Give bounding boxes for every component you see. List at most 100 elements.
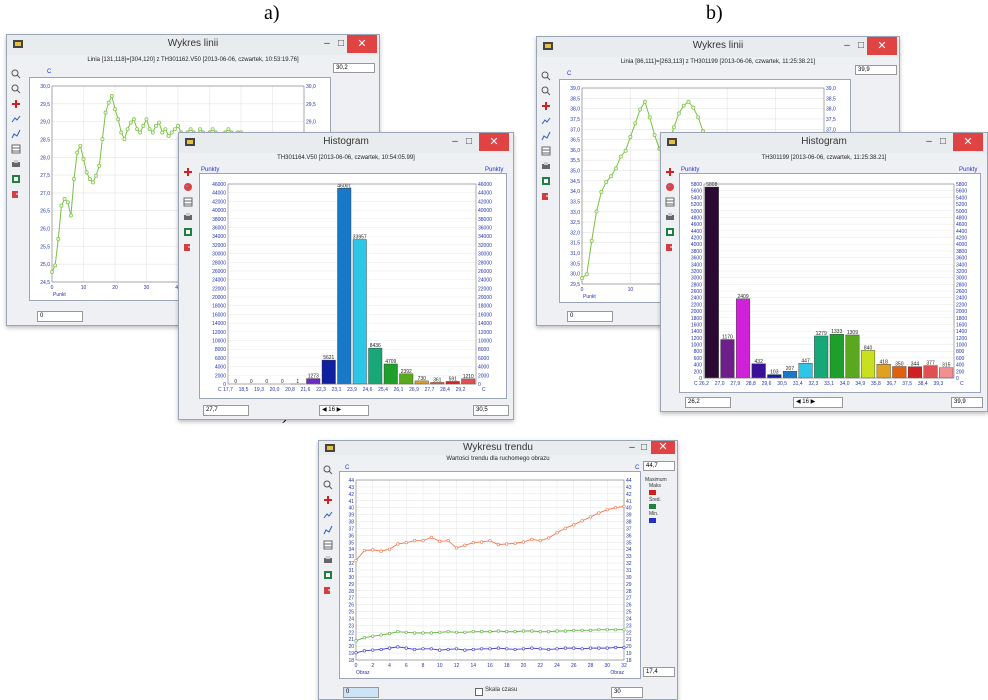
print-icon[interactable] [541,161,551,171]
maximize-button[interactable]: □ [857,40,865,51]
plot-frame [355,479,625,661]
y-tick-label: 41 [348,499,354,505]
y-tick-label: 36 [348,533,354,539]
chart-type-icon[interactable] [11,129,21,139]
minimize-button[interactable]: – [452,136,458,147]
print-icon[interactable] [11,159,21,169]
color-palette-icon[interactable] [183,182,193,192]
legend-min-swatch[interactable] [649,518,656,523]
zoom-in-icon[interactable] [541,71,551,81]
data-point [496,543,500,547]
close-button[interactable]: ✕ [479,133,509,151]
data-point [103,110,108,115]
data-point [87,177,92,181]
data-point [160,130,165,135]
position-field[interactable]: 0 [567,311,613,322]
zoom-fit-icon[interactable] [323,495,333,505]
print-icon[interactable] [183,212,193,222]
maximize-button[interactable]: □ [939,136,947,147]
copy-icon[interactable] [183,242,193,252]
minimize-button[interactable]: – [844,40,850,51]
export-icon[interactable] [183,227,193,237]
export-icon[interactable] [541,176,551,186]
histogram-bar [782,370,797,379]
table-icon[interactable] [541,146,551,156]
minimize-button[interactable]: – [629,442,635,453]
chart-type-icon[interactable] [541,131,551,141]
right-tick-label: 3600 [956,256,967,262]
chart-type-icon[interactable] [323,525,333,535]
right-tick-label: 38 [626,520,632,526]
y-tick-label: 38,0 [570,107,580,113]
copy-icon[interactable] [541,191,551,201]
zoom-out-icon[interactable] [11,84,21,94]
zoom-fit-icon[interactable] [665,167,675,177]
copy-icon[interactable] [11,189,21,199]
close-button[interactable]: ✕ [347,35,377,53]
y-tick-label: 38 [348,520,354,526]
zoom-in-icon[interactable] [323,465,333,475]
zoom-fit-icon[interactable] [183,167,193,177]
position-field[interactable]: 0 [37,311,83,322]
y-tick-label: 33,0 [570,210,580,216]
right-tick-label: 38,5 [826,96,836,102]
time-scale-checkbox[interactable] [475,688,483,696]
maximize-button[interactable]: □ [337,38,345,49]
color-palette-icon[interactable] [665,182,675,192]
start-frame-field[interactable]: 0 [343,687,379,698]
data-point [555,647,559,651]
maximize-button[interactable]: □ [640,442,648,453]
bar-value-label: 5808 [706,182,717,188]
min-value-field[interactable]: 27,7 [203,405,249,416]
trend-chart-plot: 44 44 43 43 42 42 41 41 40 40 39 39 38 38 37 37 36 36 35 35… [339,471,641,679]
export-icon[interactable] [665,227,675,237]
max-value-field[interactable]: 30,5 [473,405,509,416]
export-icon[interactable] [323,570,333,580]
table-icon[interactable] [11,144,21,154]
copy-icon[interactable] [665,242,675,252]
data-point [563,646,567,650]
line-style-icon[interactable] [11,114,21,124]
table-icon[interactable] [323,540,333,550]
legend-max-swatch[interactable] [649,490,656,495]
class-count-stepper[interactable]: ◀ 16 ▶ [319,405,369,416]
unit-right: C [635,465,640,471]
maximize-button[interactable]: □ [465,136,473,147]
data-point [647,115,652,120]
table-icon[interactable] [665,197,675,207]
print-icon[interactable] [665,212,675,222]
app-icon [325,444,335,452]
line-style-icon[interactable] [323,510,333,520]
close-button[interactable]: ✕ [953,133,983,151]
legend-avg-swatch[interactable] [649,504,656,509]
right-tick-label: 1800 [956,316,967,322]
export-icon[interactable] [11,174,21,184]
zoom-fit-icon[interactable] [541,101,551,111]
zoom-fit-icon[interactable] [11,99,21,109]
zoom-out-icon[interactable] [541,86,551,96]
close-button[interactable]: ✕ [651,441,675,454]
bar-value-label: 33957 [353,235,367,241]
right-tick-label: 1000 [956,343,967,349]
right-tick-label: 2400 [956,296,967,302]
table-icon[interactable] [183,197,193,207]
x-tick-label: 21,6 [301,387,311,393]
min-value-field[interactable]: 26,2 [685,397,731,408]
zoom-out-icon[interactable] [323,480,333,490]
y-tick-label: 8000 [215,347,226,353]
print-icon[interactable] [323,555,333,565]
max-value-field[interactable]: 39,9 [951,397,983,408]
class-count-stepper[interactable]: ◀ 16 ▶ [793,397,843,408]
line-style-icon[interactable] [541,116,551,126]
right-tick-label: 25 [626,610,632,616]
close-button[interactable]: ✕ [867,37,897,55]
end-frame-field[interactable]: 30 [611,687,643,698]
minimize-button[interactable]: – [926,136,932,147]
minimize-button[interactable]: – [324,38,330,49]
data-point [396,542,400,546]
copy-icon[interactable] [323,585,333,595]
zoom-in-icon[interactable] [11,69,21,79]
data-point [354,639,358,643]
data-point [404,630,408,634]
